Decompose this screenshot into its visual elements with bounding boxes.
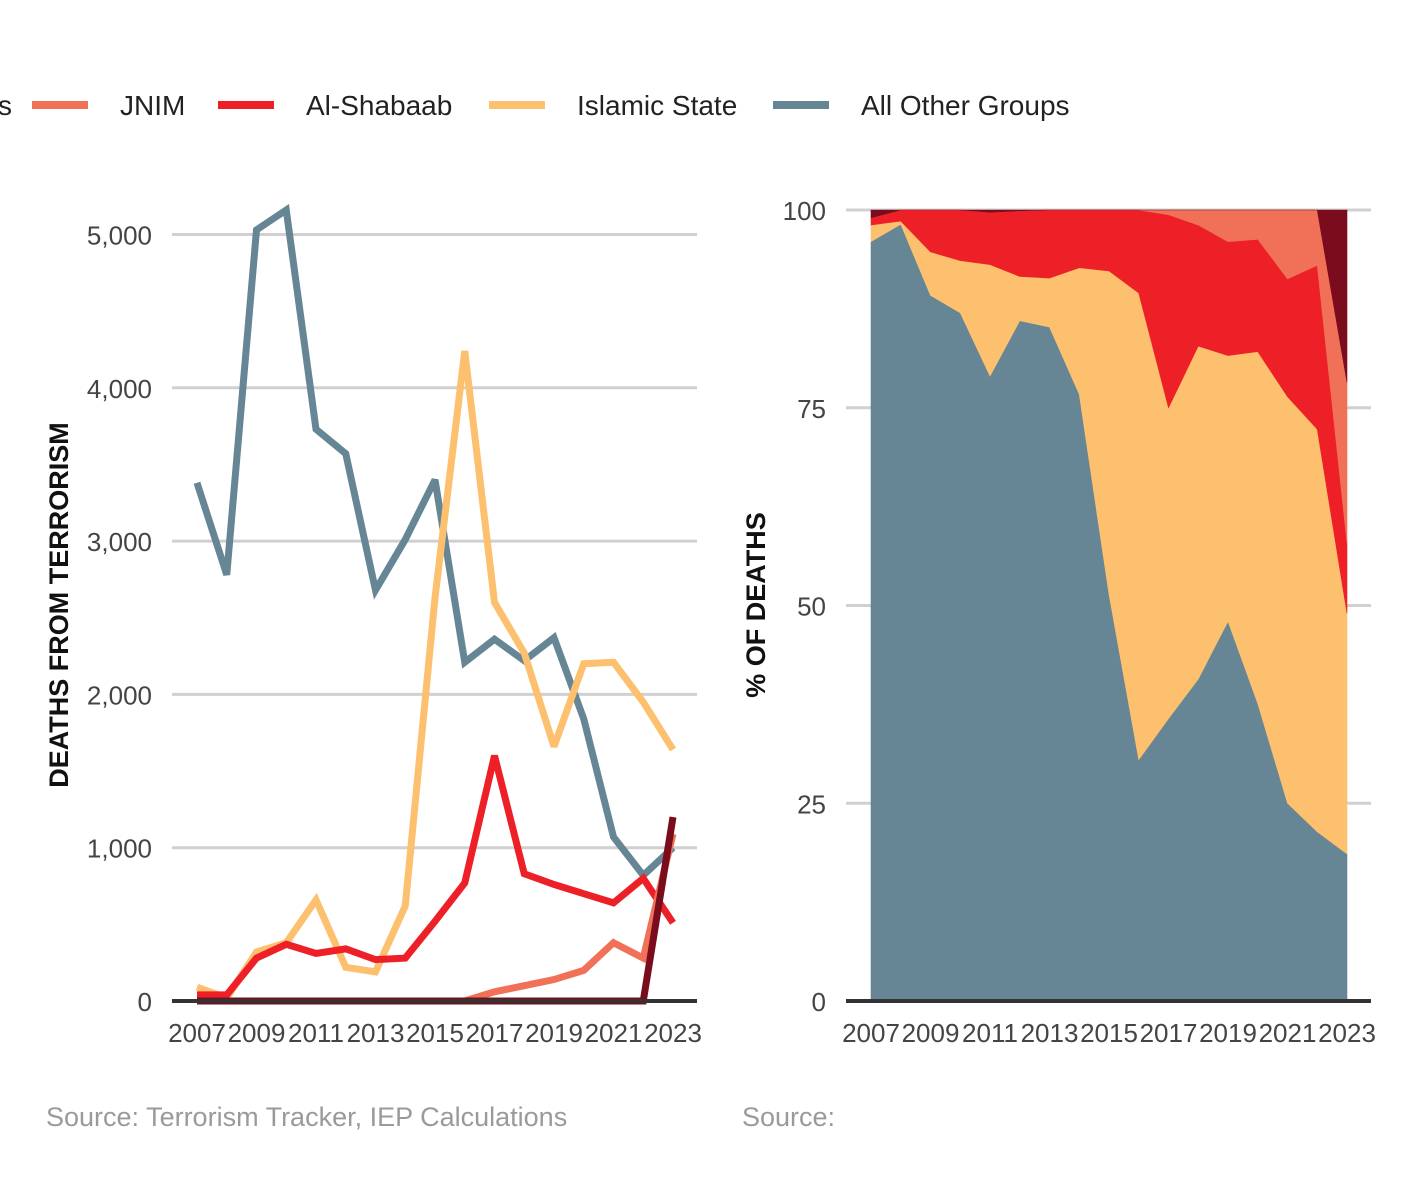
y-tick-label: 100 [783, 196, 826, 226]
x-tick-label: 2013 [1021, 1018, 1079, 1048]
legend-label-lakurawa: s [0, 90, 12, 121]
x-tick-label: 2011 [288, 1018, 344, 1048]
x-tick-label: 2021 [1259, 1018, 1317, 1048]
y-tick-label: 3,000 [87, 527, 152, 557]
legend-label-jnim: JNIM [120, 90, 185, 121]
x-tick-label: 2009 [902, 1018, 960, 1048]
series-area-lakurawa [870, 209, 1348, 383]
x-tick-label: 2017 [1140, 1018, 1198, 1048]
y-tick-label: 4,000 [87, 374, 152, 404]
x-tick-label: 2007 [842, 1018, 900, 1048]
legend-label-al-shabaab: Al-Shabaab [306, 90, 452, 121]
series-line-lakurawa [197, 816, 677, 1005]
y-tick-label: 50 [797, 592, 826, 622]
x-tick-label: 2023 [1318, 1018, 1376, 1048]
x-tick-label: 2011 [962, 1018, 1018, 1048]
y-tick-label: 0 [138, 987, 152, 1017]
x-tick-label: 2013 [347, 1018, 405, 1048]
source-note-left: Source: Terrorism Tracker, IEP Calculati… [46, 1102, 568, 1132]
x-tick-label: 2007 [168, 1018, 226, 1048]
y-tick-label: 1,000 [87, 834, 152, 864]
legend-label-islamic-state: Islamic State [577, 90, 737, 121]
x-tick-label: 2019 [525, 1018, 583, 1048]
y-tick-label: 2,000 [87, 680, 152, 710]
y-axis-title: % OF DEATHS [741, 512, 771, 698]
y-tick-label: 0 [812, 987, 826, 1017]
x-tick-label: 2015 [406, 1018, 464, 1048]
legend-label-all-other-groups: All Other Groups [861, 90, 1070, 121]
x-tick-label: 2015 [1080, 1018, 1138, 1048]
x-tick-label: 2021 [585, 1018, 643, 1048]
y-axis-title: DEATHS FROM TERRORISM [44, 422, 74, 788]
x-tick-label: 2019 [1199, 1018, 1257, 1048]
series-line-al-shabaab [197, 754, 676, 999]
x-tick-label: 2009 [228, 1018, 286, 1048]
series-line-all-other-groups [193, 203, 676, 881]
chart-legend: s JNIM Al-Shabaab Islamic State All Other Gr… [0, 90, 1070, 121]
y-tick-label: 75 [797, 394, 826, 424]
source-note-right: Source: [742, 1102, 836, 1132]
y-tick-label: 25 [797, 789, 826, 819]
y-tick-label: 5,000 [87, 221, 152, 251]
x-tick-label: 2017 [466, 1018, 524, 1048]
x-tick-label: 2023 [644, 1018, 702, 1048]
